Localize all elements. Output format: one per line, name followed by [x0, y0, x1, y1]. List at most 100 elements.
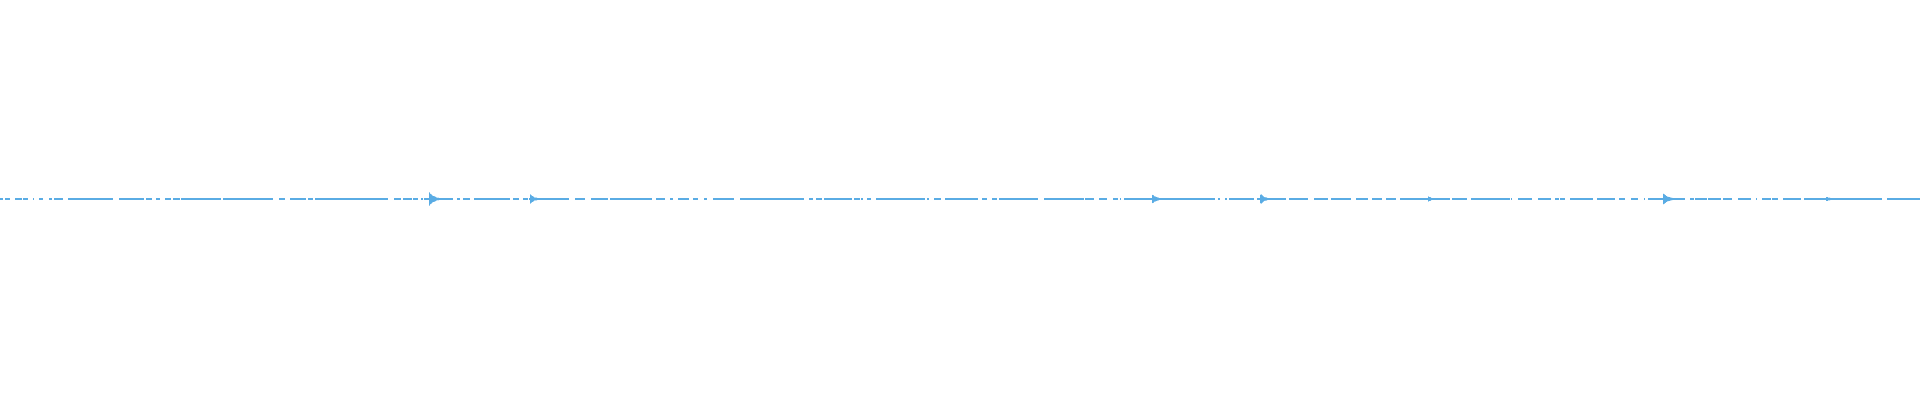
waveform-segment: [934, 198, 936, 200]
waveform-burst-sample: [535, 197, 536, 201]
waveform-segment: [580, 198, 585, 200]
waveform-burst-sample: [1275, 198, 1276, 200]
waveform-burst-sample: [1449, 198, 1450, 200]
waveform-burst-sample: [530, 194, 531, 204]
waveform-bursts: [429, 192, 1848, 206]
waveform-burst: [429, 192, 451, 206]
waveform-segment: [1794, 198, 1801, 200]
waveform-segment: [635, 198, 640, 200]
waveform-segment: [39, 198, 43, 200]
waveform-segment: [1087, 198, 1090, 200]
waveform-burst-sample: [1663, 193, 1664, 205]
waveform-segment: [1099, 198, 1103, 200]
waveform-burst-sample: [1277, 198, 1278, 200]
waveform-segment: [1416, 198, 1417, 200]
waveform-segment: [1452, 198, 1457, 200]
waveform-segment: [1631, 198, 1635, 200]
waveform-segment: [1378, 198, 1382, 200]
waveform-burst-sample: [1832, 198, 1833, 200]
waveform-burst-sample: [433, 196, 434, 202]
waveform-segment: [177, 198, 180, 200]
waveform-burst-sample: [1446, 198, 1447, 200]
waveform-segment: [713, 198, 728, 200]
waveform-segment: [613, 198, 618, 200]
waveform-burst-sample: [1262, 195, 1263, 203]
waveform-burst-sample: [544, 198, 545, 200]
waveform-segment: [1619, 198, 1625, 200]
waveform-segment: [457, 198, 460, 200]
waveform-segment: [1804, 198, 1810, 200]
waveform-segment: [1028, 198, 1034, 200]
waveform-segment: [1400, 198, 1403, 200]
waveform-segment: [1727, 198, 1732, 200]
waveform-segment: [1527, 198, 1532, 200]
waveform-segment: [1103, 198, 1107, 200]
waveform-burst-sample: [438, 197, 439, 201]
waveform-burst-sample: [1680, 198, 1681, 200]
waveform-burst-sample: [1682, 198, 1683, 200]
waveform-segment: [670, 198, 673, 200]
waveform-segment: [1, 198, 3, 200]
waveform-segment: [1175, 198, 1215, 200]
waveform-burst-sample: [1683, 198, 1684, 200]
waveform-burst-sample: [1439, 198, 1440, 200]
waveform-segment: [648, 198, 652, 200]
waveform-burst-sample: [436, 197, 437, 201]
waveform-segment: [403, 198, 412, 200]
waveform-burst-sample: [536, 197, 537, 201]
waveform-burst-sample: [538, 198, 539, 200]
waveform-segment: [108, 198, 110, 200]
waveform-segment: [480, 198, 506, 200]
waveform-burst-sample: [549, 198, 550, 200]
waveform-segment: [646, 198, 648, 200]
waveform-burst-sample: [1271, 198, 1272, 200]
waveform-segment: [876, 198, 900, 200]
waveform-burst-sample: [1673, 198, 1674, 200]
waveform-burst-sample: [1431, 197, 1432, 201]
waveform-burst-sample: [534, 197, 535, 201]
waveform-segment: [140, 198, 142, 200]
waveform-burst-sample: [1158, 197, 1159, 201]
waveform-segment: [772, 198, 804, 200]
waveform-segment: [1787, 198, 1790, 200]
waveform-burst-sample: [1280, 198, 1281, 200]
waveform-segment: [1846, 198, 1851, 200]
waveform-burst-sample: [1156, 196, 1157, 202]
waveform-segment: [1304, 198, 1308, 200]
waveform-burst-sample: [1273, 198, 1274, 200]
waveform-burst-sample: [1838, 198, 1839, 200]
waveform-burst-sample: [546, 198, 547, 200]
waveform-segment: [214, 198, 221, 200]
waveform-burst-sample: [1433, 198, 1434, 200]
waveform-segment: [1320, 198, 1324, 200]
waveform-burst-sample: [1831, 198, 1832, 200]
waveform-segment: [1386, 198, 1393, 200]
waveform-segment: [1372, 198, 1378, 200]
waveform-burst-sample: [1665, 195, 1666, 203]
waveform-burst-sample: [441, 198, 442, 200]
waveform-segment: [1766, 198, 1771, 200]
waveform-segment: [829, 198, 831, 200]
waveform-segment: [1817, 198, 1826, 200]
waveform-segment: [1555, 198, 1559, 200]
waveform-burst-sample: [1674, 198, 1675, 200]
waveform-burst-sample: [1172, 198, 1173, 200]
waveform-burst-sample: [1430, 197, 1431, 201]
waveform-burst-sample: [1435, 198, 1436, 200]
waveform-burst-sample: [1276, 198, 1277, 200]
waveform-burst-sample: [540, 198, 541, 200]
waveform-burst-sample: [1173, 198, 1174, 200]
waveform-segment: [1810, 198, 1813, 200]
waveform-segment: [387, 198, 388, 200]
waveform-burst-sample: [1157, 197, 1158, 201]
waveform-burst-sample: [445, 198, 446, 200]
waveform-segment: [593, 198, 598, 200]
waveform-burst-sample: [1444, 198, 1445, 200]
waveform-burst-sample: [1270, 198, 1271, 200]
waveform-segment: [602, 198, 608, 200]
waveform-segment: [49, 198, 52, 200]
waveform-segment: [640, 198, 646, 200]
waveform-burst-sample: [1679, 198, 1680, 200]
waveform-segment: [816, 198, 822, 200]
